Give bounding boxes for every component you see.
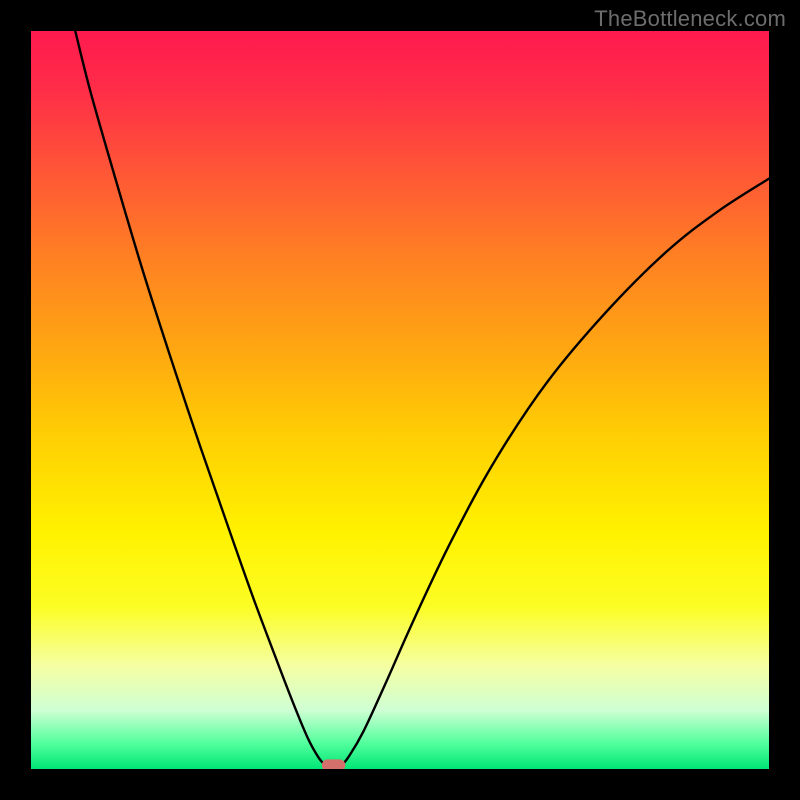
chart-svg <box>31 31 769 769</box>
valley-marker <box>322 759 346 769</box>
watermark: TheBottleneck.com <box>594 6 786 32</box>
chart-container: TheBottleneck.com <box>0 0 800 800</box>
plot-area <box>31 31 769 769</box>
gradient-background <box>31 31 769 769</box>
